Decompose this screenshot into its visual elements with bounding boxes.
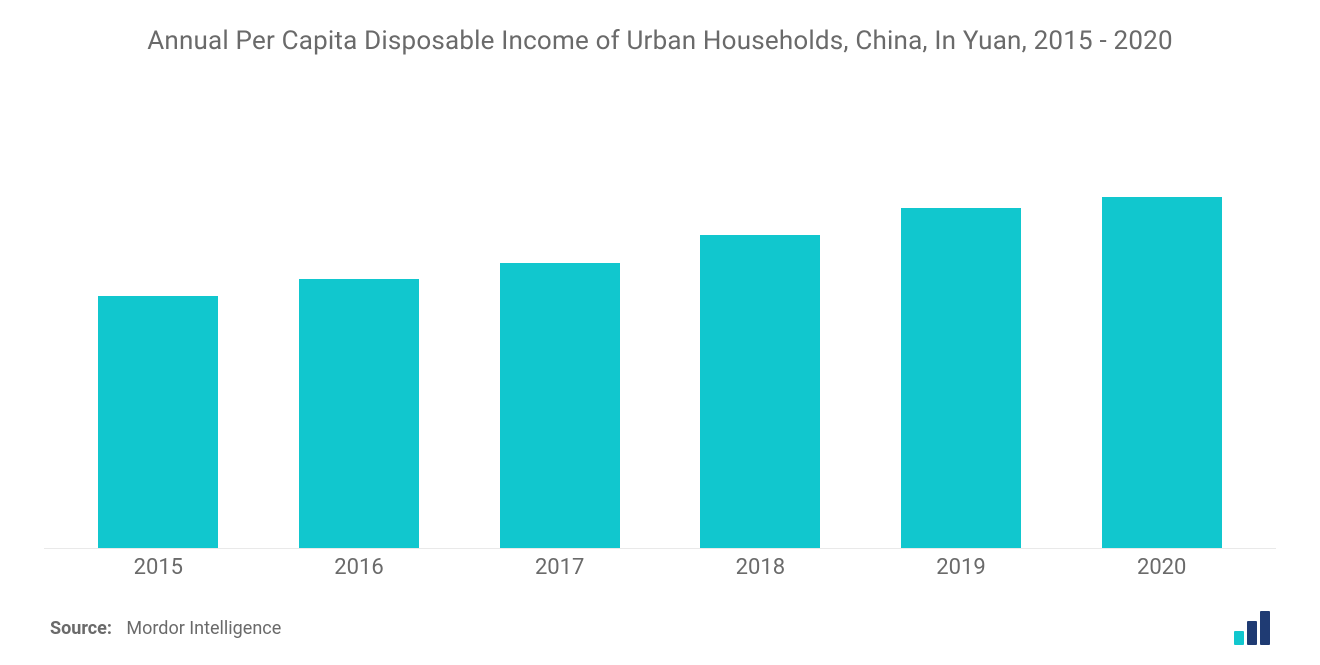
x-tick: 2017 <box>459 549 660 589</box>
bar <box>98 296 218 548</box>
x-tick: 2020 <box>1061 549 1262 589</box>
plot-area: 201520162017201820192020 <box>44 76 1276 589</box>
bar-slot <box>58 76 259 548</box>
bar-slot <box>660 76 861 548</box>
bar <box>700 235 820 548</box>
chart-card: Annual Per Capita Disposable Income of U… <box>0 0 1320 665</box>
x-tick: 2018 <box>660 549 861 589</box>
bar <box>1102 197 1222 548</box>
x-tick: 2016 <box>259 549 460 589</box>
bar-slot <box>1061 76 1262 548</box>
x-axis: 201520162017201820192020 <box>44 549 1276 589</box>
brand-logo-icon <box>1234 611 1270 645</box>
bar-slot <box>861 76 1062 548</box>
bar <box>901 208 1021 548</box>
source-line: Source: Mordor Intelligence <box>50 618 281 639</box>
bar <box>500 263 620 548</box>
bar-slot <box>459 76 660 548</box>
x-tick: 2019 <box>861 549 1062 589</box>
source-value: Mordor Intelligence <box>126 618 281 639</box>
source-label: Source: <box>50 618 112 639</box>
footer: Source: Mordor Intelligence <box>44 611 1276 645</box>
chart-title: Annual Per Capita Disposable Income of U… <box>44 26 1276 56</box>
bar-slot <box>259 76 460 548</box>
bars-container <box>44 76 1276 549</box>
x-tick: 2015 <box>58 549 259 589</box>
logo-bar <box>1260 611 1270 645</box>
logo-bar <box>1234 631 1244 645</box>
bar <box>299 279 419 548</box>
logo-bar <box>1247 621 1257 645</box>
